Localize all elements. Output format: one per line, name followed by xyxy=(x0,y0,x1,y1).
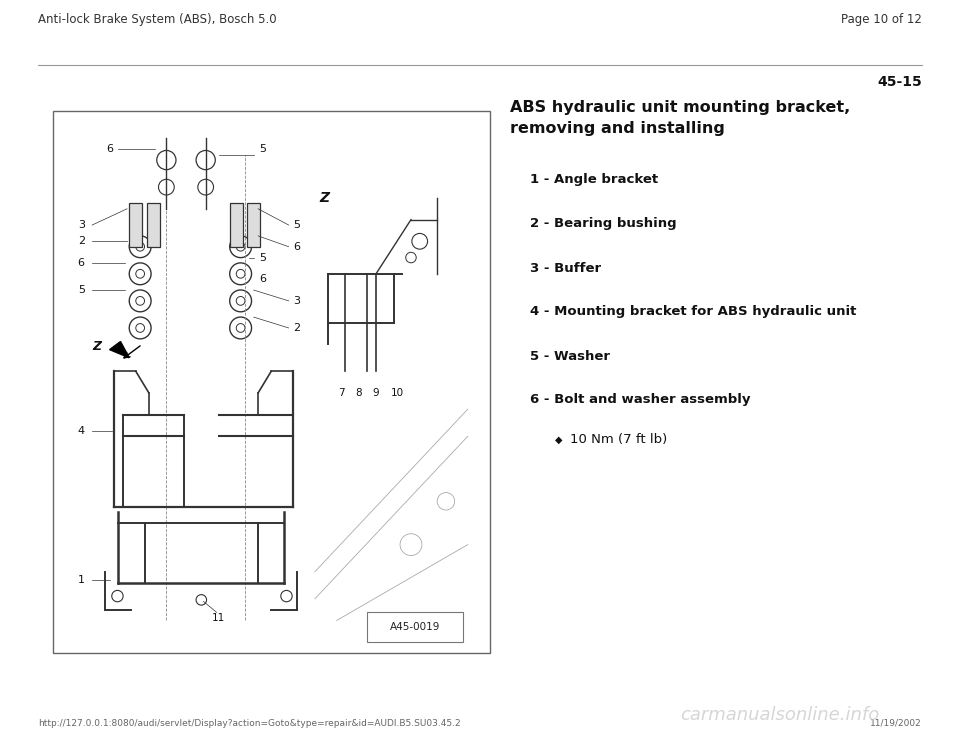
Text: 6: 6 xyxy=(78,258,84,268)
Text: 3 - Buffer: 3 - Buffer xyxy=(530,261,601,275)
Text: 5: 5 xyxy=(259,144,266,154)
Bar xyxy=(229,203,243,246)
Text: 4 - Mounting bracket for ABS hydraulic unit: 4 - Mounting bracket for ABS hydraulic u… xyxy=(530,306,856,318)
Bar xyxy=(247,203,260,246)
Text: 6: 6 xyxy=(259,275,266,284)
Text: 1: 1 xyxy=(78,575,84,585)
Text: 7: 7 xyxy=(338,388,345,398)
Text: 45-15: 45-15 xyxy=(877,75,922,89)
Text: Z: Z xyxy=(320,191,329,205)
Polygon shape xyxy=(109,341,130,358)
FancyBboxPatch shape xyxy=(368,612,464,642)
Text: 11/19/2002: 11/19/2002 xyxy=(871,719,922,728)
Text: ◆: ◆ xyxy=(555,435,563,445)
Text: 5: 5 xyxy=(259,252,266,263)
Text: 1 - Angle bracket: 1 - Angle bracket xyxy=(530,174,659,186)
Bar xyxy=(147,203,159,246)
Text: Page 10 of 12: Page 10 of 12 xyxy=(841,13,922,27)
Text: 6: 6 xyxy=(293,242,300,252)
Text: 5: 5 xyxy=(293,220,300,230)
Text: http://127.0.0.1:8080/audi/servlet/Display?action=Goto&type=repair&id=AUDI.B5.SU: http://127.0.0.1:8080/audi/servlet/Displ… xyxy=(38,719,461,728)
Text: 2 - Bearing bushing: 2 - Bearing bushing xyxy=(530,217,677,231)
Text: ABS hydraulic unit mounting bracket,
removing and installing: ABS hydraulic unit mounting bracket, rem… xyxy=(510,100,851,136)
Text: 4: 4 xyxy=(78,426,84,436)
Text: 9: 9 xyxy=(372,388,379,398)
Text: 11: 11 xyxy=(212,613,226,623)
Text: 3: 3 xyxy=(78,220,84,230)
Text: carmanualsonline.info: carmanualsonline.info xyxy=(680,706,879,724)
Text: Anti-lock Brake System (ABS), Bosch 5.0: Anti-lock Brake System (ABS), Bosch 5.0 xyxy=(38,13,276,27)
Text: 8: 8 xyxy=(355,388,362,398)
Bar xyxy=(53,111,490,653)
Text: Z: Z xyxy=(92,341,101,353)
Text: 5 - Washer: 5 - Washer xyxy=(530,349,610,363)
Text: 3: 3 xyxy=(293,296,300,306)
Text: 2: 2 xyxy=(78,236,84,246)
Text: 10 Nm (7 ft lb): 10 Nm (7 ft lb) xyxy=(570,433,667,447)
Text: 5: 5 xyxy=(78,285,84,295)
Text: 10: 10 xyxy=(392,388,404,398)
Text: 6: 6 xyxy=(107,144,113,154)
Text: 2: 2 xyxy=(293,323,300,333)
Bar xyxy=(130,203,142,246)
Text: 6 - Bolt and washer assembly: 6 - Bolt and washer assembly xyxy=(530,393,751,407)
Text: A45-0019: A45-0019 xyxy=(390,622,441,632)
